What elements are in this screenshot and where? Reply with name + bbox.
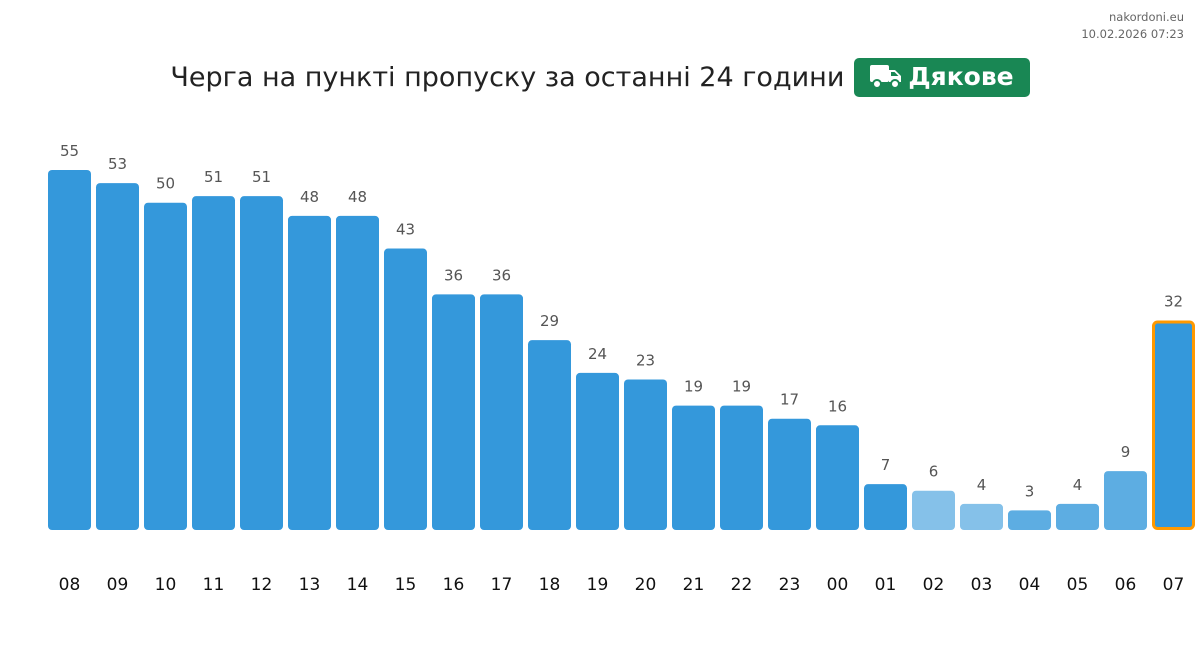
value-label: 24 (588, 345, 607, 363)
x-tick-label: 10 (155, 575, 177, 595)
bar-20 (624, 379, 667, 530)
x-tick-label: 20 (635, 575, 657, 595)
x-tick-label: 04 (1019, 575, 1041, 595)
bar-18 (528, 340, 571, 530)
value-label: 4 (1073, 476, 1083, 494)
truck-icon (870, 64, 902, 89)
value-label: 48 (348, 188, 367, 206)
value-label: 29 (540, 312, 559, 330)
value-label: 4 (977, 476, 987, 494)
bar-14 (336, 215, 379, 530)
bar-22 (720, 405, 763, 530)
bar-04 (1008, 510, 1051, 530)
value-label: 9 (1121, 443, 1131, 461)
bar-21 (672, 405, 715, 530)
x-tick-label: 09 (107, 575, 129, 595)
value-label: 16 (828, 397, 847, 415)
value-label: 32 (1164, 293, 1183, 311)
source-timestamp: 10.02.2026 07:23 (1081, 27, 1184, 41)
x-tick-label: 11 (203, 575, 225, 595)
x-tick-label: 07 (1163, 575, 1185, 595)
bar-03 (960, 503, 1003, 530)
checkpoint-badge: Дякове (854, 58, 1030, 97)
x-tick-label: 12 (251, 575, 273, 595)
value-label: 55 (60, 142, 79, 160)
bar-10 (144, 202, 187, 530)
value-label: 6 (929, 463, 939, 481)
x-tick-label: 08 (59, 575, 81, 595)
bar-16 (432, 294, 475, 530)
bar-06 (1104, 471, 1147, 530)
x-tick-label: 00 (827, 575, 849, 595)
x-tick-label: 19 (587, 575, 609, 595)
value-label: 23 (636, 351, 655, 369)
x-tick-label: 21 (683, 575, 705, 595)
bar-17 (480, 294, 523, 530)
bar-07 (1152, 320, 1195, 530)
value-label: 53 (108, 155, 127, 173)
value-label: 51 (204, 168, 223, 186)
badge-label: Дякове (908, 62, 1014, 91)
x-tick-label: 15 (395, 575, 417, 595)
source-info: nakordoni.eu 10.02.2026 07:23 (1081, 9, 1184, 43)
x-tick-label: 02 (923, 575, 945, 595)
bar-13 (288, 215, 331, 530)
bar-19 (576, 372, 619, 530)
value-label: 36 (444, 266, 463, 284)
bar-15 (384, 248, 427, 530)
x-tick-label: 14 (347, 575, 369, 595)
x-tick-label: 06 (1115, 575, 1137, 595)
header: Черга на пункті пропуску за останні 24 г… (0, 58, 1200, 97)
bar-12 (240, 196, 283, 530)
x-tick-label: 22 (731, 575, 753, 595)
bar-09 (96, 183, 139, 530)
page-title: Черга на пункті пропуску за останні 24 г… (170, 62, 845, 93)
bar-23 (768, 418, 811, 530)
x-tick-label: 13 (299, 575, 321, 595)
x-tick-label: 05 (1067, 575, 1089, 595)
source-site: nakordoni.eu (1109, 10, 1184, 24)
x-tick-label: 17 (491, 575, 513, 595)
bar-00 (816, 425, 859, 530)
value-label: 50 (156, 175, 175, 193)
x-tick-label: 18 (539, 575, 561, 595)
value-label: 36 (492, 266, 511, 284)
value-label: 51 (252, 168, 271, 186)
value-label: 17 (780, 391, 799, 409)
x-tick-label: 16 (443, 575, 465, 595)
value-label: 7 (881, 456, 891, 474)
bar-01 (864, 484, 907, 530)
value-label: 48 (300, 188, 319, 206)
value-label: 43 (396, 221, 415, 239)
value-label: 19 (684, 378, 703, 396)
value-label: 19 (732, 378, 751, 396)
value-label: 3 (1025, 482, 1035, 500)
x-tick-label: 23 (779, 575, 801, 595)
bar-05 (1056, 503, 1099, 530)
x-tick-label: 03 (971, 575, 993, 595)
bar-08 (48, 170, 91, 530)
bar-02 (912, 490, 955, 530)
x-tick-label: 01 (875, 575, 897, 595)
bar-11 (192, 196, 235, 530)
